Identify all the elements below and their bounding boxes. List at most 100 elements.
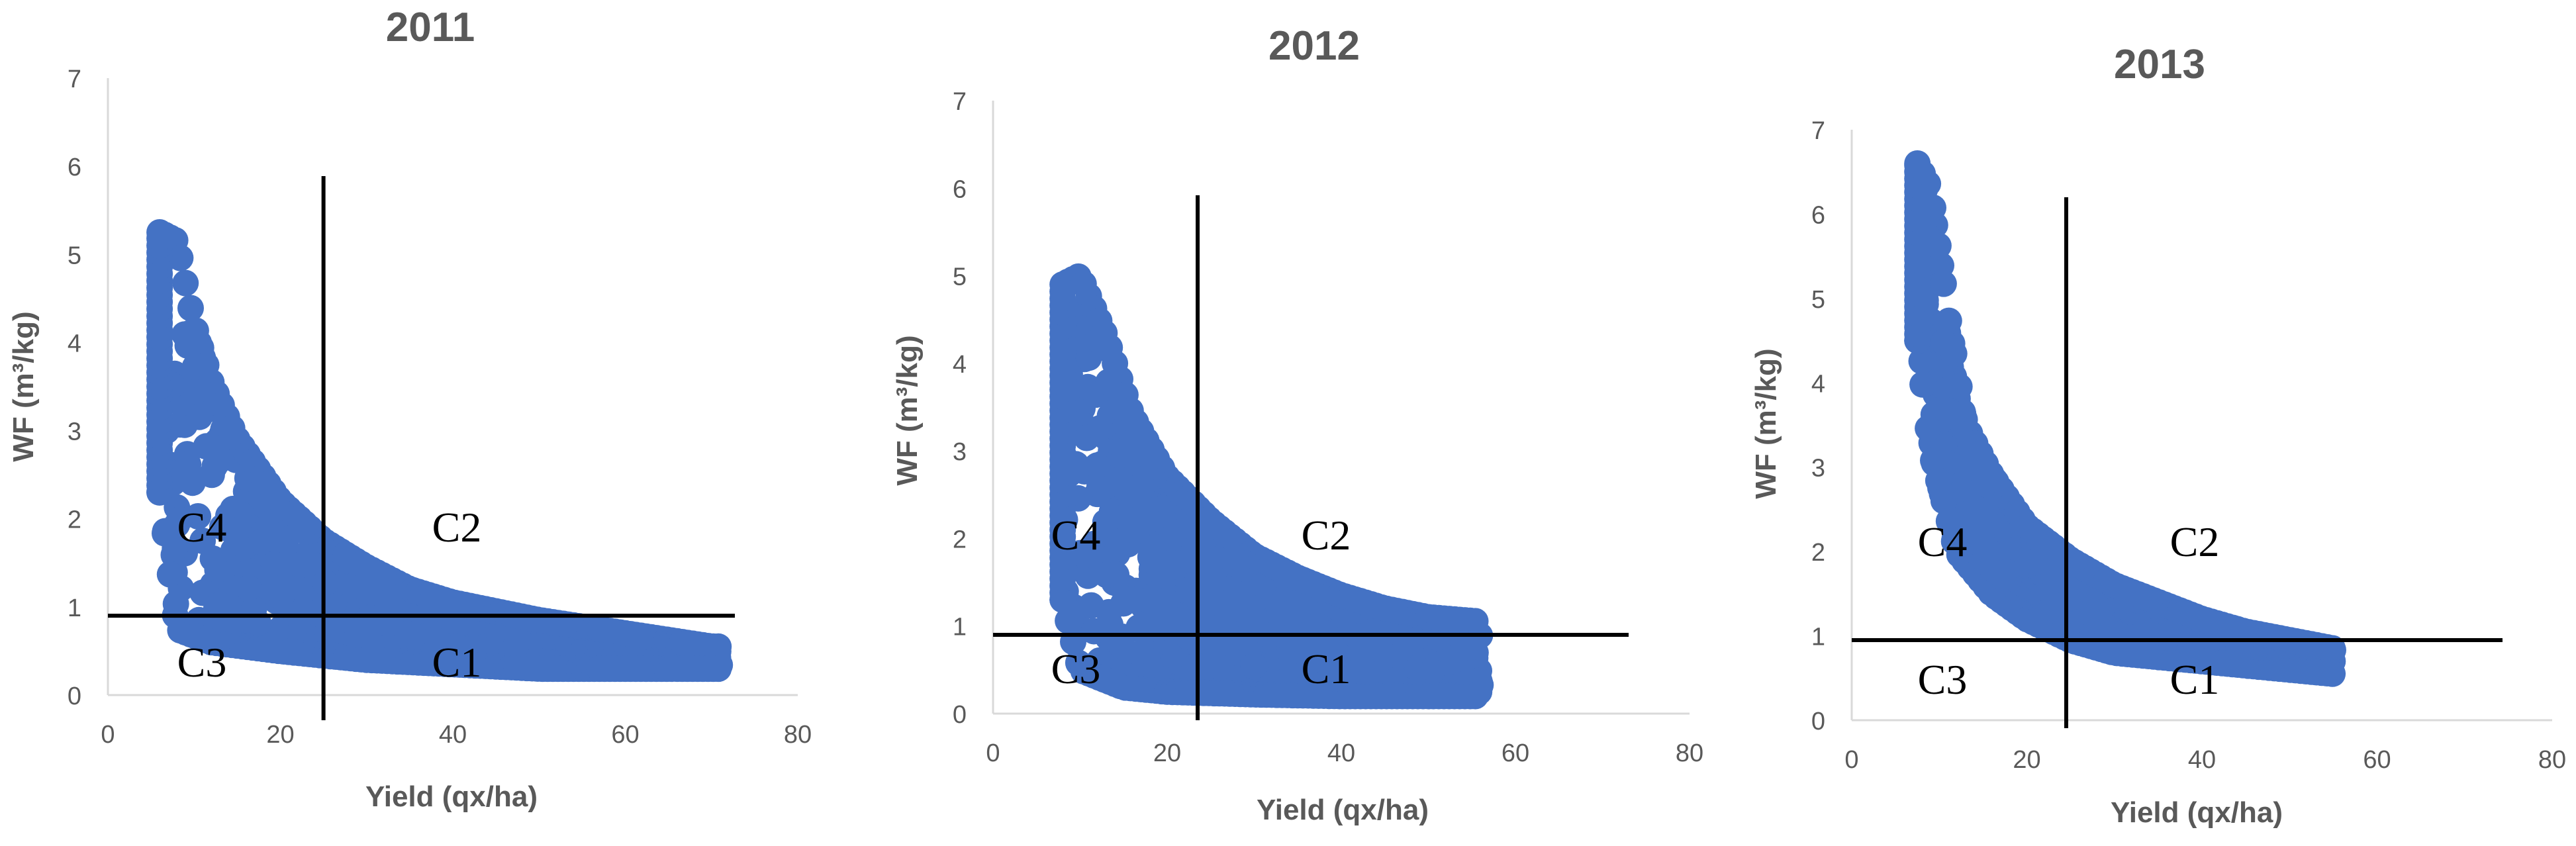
y-tick-label: 6 — [1811, 201, 1825, 229]
y-tick-label: 5 — [953, 263, 967, 291]
scatter-point — [1930, 487, 1957, 514]
scatter-point — [1125, 641, 1152, 669]
x-tick-label: 80 — [1676, 739, 1703, 767]
y-axis-label: WF (m³/kg) — [1750, 348, 1782, 498]
scatter-point — [1150, 605, 1177, 632]
scatter-point — [1930, 270, 1957, 297]
x-tick-label: 20 — [2013, 746, 2040, 774]
scatter-point — [1462, 608, 1489, 635]
scatter-point — [2042, 594, 2069, 622]
scatter-point — [1915, 415, 1942, 442]
x-tick-label: 40 — [2188, 746, 2216, 774]
scatter-chart-2013: 2013 0 1 2 3 4 5 6 7 0 20 40 60 80 Yield (qx/ha) WF (m³… — [1750, 42, 2566, 829]
scatter-points — [146, 219, 734, 682]
scatter-point — [1940, 340, 1968, 367]
quadrant-label-c4: C4 — [1918, 518, 1968, 565]
scatter-point — [1935, 307, 1962, 334]
x-tick-label: 60 — [2363, 746, 2391, 774]
scatter-point — [1207, 590, 1234, 617]
scatter-point — [235, 575, 262, 602]
x-tick-label: 20 — [266, 721, 294, 749]
scatter-point — [420, 626, 448, 653]
scatter-point — [175, 451, 202, 478]
scatter-point — [1974, 496, 2001, 524]
scatter-point — [1277, 600, 1304, 627]
y-tick-label: 2 — [1811, 539, 1825, 567]
quadrant-label-c1: C1 — [2170, 656, 2220, 703]
chart-title: 2012 — [1268, 23, 1360, 69]
scatter-point — [287, 551, 314, 579]
scatter-point — [1098, 503, 1125, 530]
scatter-point — [186, 403, 213, 430]
scatter-point — [1087, 414, 1114, 442]
scatter-point — [146, 225, 173, 252]
x-axis-label: Yield (qx/ha) — [365, 780, 538, 813]
scatter-point — [167, 244, 194, 271]
y-axis-label: WF (m³/kg) — [891, 335, 924, 485]
scatter-point — [1139, 534, 1167, 561]
scatter-chart-2011: 2011 0 1 2 3 4 5 6 7 0 20 40 60 80 Yield (qx/ha) WF (m³… — [7, 5, 812, 813]
x-tick-label: 0 — [986, 739, 1000, 767]
scatter-point — [1084, 452, 1111, 479]
y-tick-label: 7 — [953, 88, 967, 116]
scatter-point — [177, 295, 204, 322]
scatter-point — [1177, 576, 1204, 602]
scatter-point — [1135, 587, 1163, 614]
y-tick-label: 6 — [953, 175, 967, 203]
y-tick-label: 4 — [1811, 370, 1825, 398]
y-tick-label: 6 — [68, 154, 81, 181]
scatter-point — [201, 453, 228, 480]
scatter-point — [1104, 535, 1131, 562]
quadrant-label-c4: C4 — [177, 504, 227, 551]
quadrant-label-c2: C2 — [432, 504, 482, 551]
scatter-point — [258, 520, 285, 547]
y-tick-label: 1 — [953, 614, 967, 641]
chart-title: 2011 — [386, 5, 475, 50]
x-tick-label: 20 — [1153, 739, 1181, 767]
scatter-point — [1093, 561, 1120, 588]
scatter-point — [207, 591, 234, 618]
quadrant-label-c2: C2 — [1302, 512, 1351, 559]
y-tick-label: 1 — [68, 594, 81, 622]
scatter-point — [705, 633, 732, 660]
quadrant-label-c3: C3 — [177, 639, 227, 686]
y-tick-label: 0 — [1811, 708, 1825, 735]
scatter-point — [1197, 548, 1224, 575]
scatter-point — [1946, 373, 1973, 400]
y-tick-label: 4 — [68, 330, 81, 357]
x-axis-label: Yield (qx/ha) — [1257, 794, 1429, 826]
y-tick-label: 5 — [68, 242, 81, 269]
scatter-point — [1925, 467, 1952, 494]
scatter-point — [1399, 624, 1426, 651]
x-axis-label: Yield (qx/ha) — [2111, 796, 2283, 829]
y-tick-label: 0 — [68, 682, 81, 710]
scatter-point — [1049, 278, 1076, 305]
scatter-point — [1925, 232, 1952, 259]
y-tick-label: 3 — [68, 418, 81, 446]
scatter-point — [1904, 152, 1931, 179]
scatter-point — [1909, 371, 1936, 398]
scatter-point — [2319, 660, 2346, 687]
scatter-point — [394, 620, 421, 647]
quadrant-label-c3: C3 — [1051, 645, 1101, 692]
scatter-point — [172, 269, 199, 297]
y-tick-label: 7 — [1811, 117, 1825, 145]
scatter-point — [1920, 447, 1946, 474]
scatter-points — [1049, 263, 1494, 710]
scatter-point — [1356, 636, 1383, 663]
scatter-point — [261, 575, 288, 602]
scatter-point — [156, 561, 183, 588]
scatter-point — [1908, 348, 1935, 375]
x-tick-label: 0 — [101, 721, 115, 749]
x-tick-label: 60 — [611, 721, 639, 749]
scatter-point — [152, 520, 178, 547]
x-tick-label: 60 — [1502, 739, 1529, 767]
scatter-point — [1055, 607, 1082, 634]
scatter-point — [209, 514, 236, 541]
y-tick-label: 7 — [68, 66, 81, 93]
chart-title: 2013 — [2114, 42, 2205, 87]
scatter-point — [189, 528, 216, 554]
y-tick-label: 3 — [953, 438, 967, 466]
quadrant-label-c2: C2 — [2170, 518, 2220, 565]
x-tick-label: 0 — [1844, 746, 1858, 774]
